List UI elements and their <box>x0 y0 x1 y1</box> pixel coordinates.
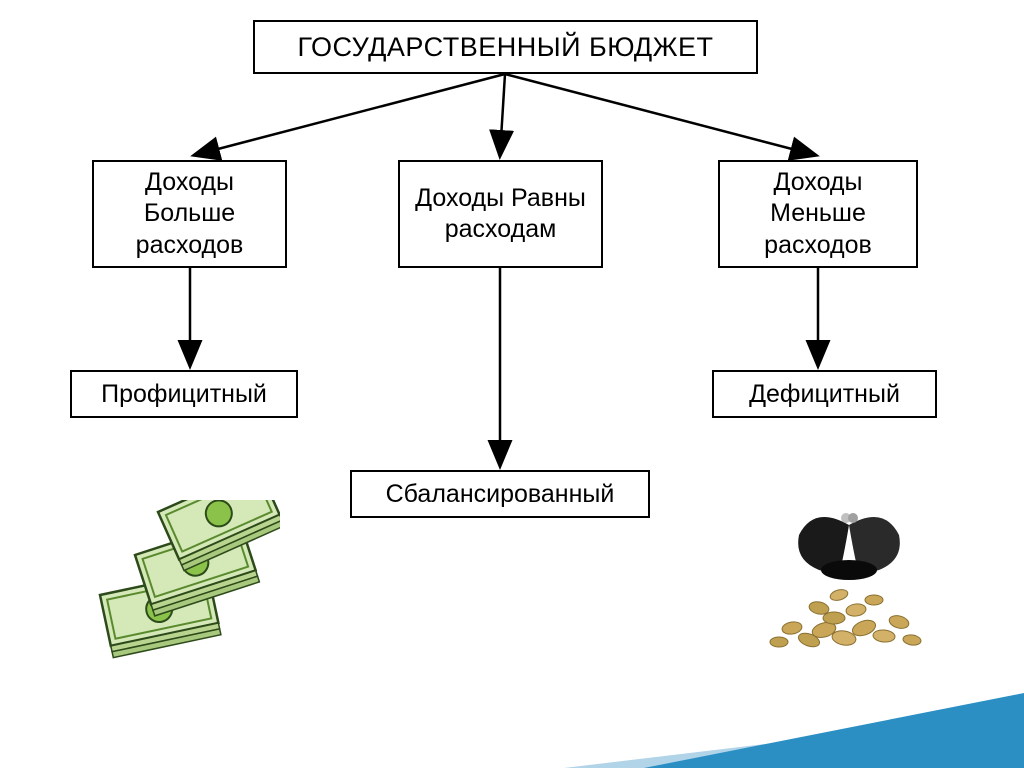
slide-accent <box>644 693 1024 768</box>
branch-result-2: Дефицитный <box>712 370 937 418</box>
branch-condition-1: Доходы Равны расходам <box>398 160 603 268</box>
result-text: Сбалансированный <box>386 480 615 509</box>
condition-text: Доходы Равны расходам <box>414 183 587 246</box>
result-text: Дефицитный <box>749 380 900 409</box>
coin-purse-icon <box>744 500 954 660</box>
condition-text: Доходы Меньше расходов <box>734 167 902 261</box>
condition-text: Доходы Больше расходов <box>108 167 271 261</box>
title-text: ГОСУДАРСТВЕННЫЙ БЮДЖЕТ <box>297 32 713 63</box>
money-stack-icon <box>80 500 280 680</box>
branch-result-0: Профицитный <box>70 370 298 418</box>
branch-condition-2: Доходы Меньше расходов <box>718 160 918 268</box>
title-box: ГОСУДАРСТВЕННЫЙ БЮДЖЕТ <box>253 20 758 74</box>
branch-result-1: Сбалансированный <box>350 470 650 518</box>
result-text: Профицитный <box>101 380 267 409</box>
branch-condition-0: Доходы Больше расходов <box>92 160 287 268</box>
